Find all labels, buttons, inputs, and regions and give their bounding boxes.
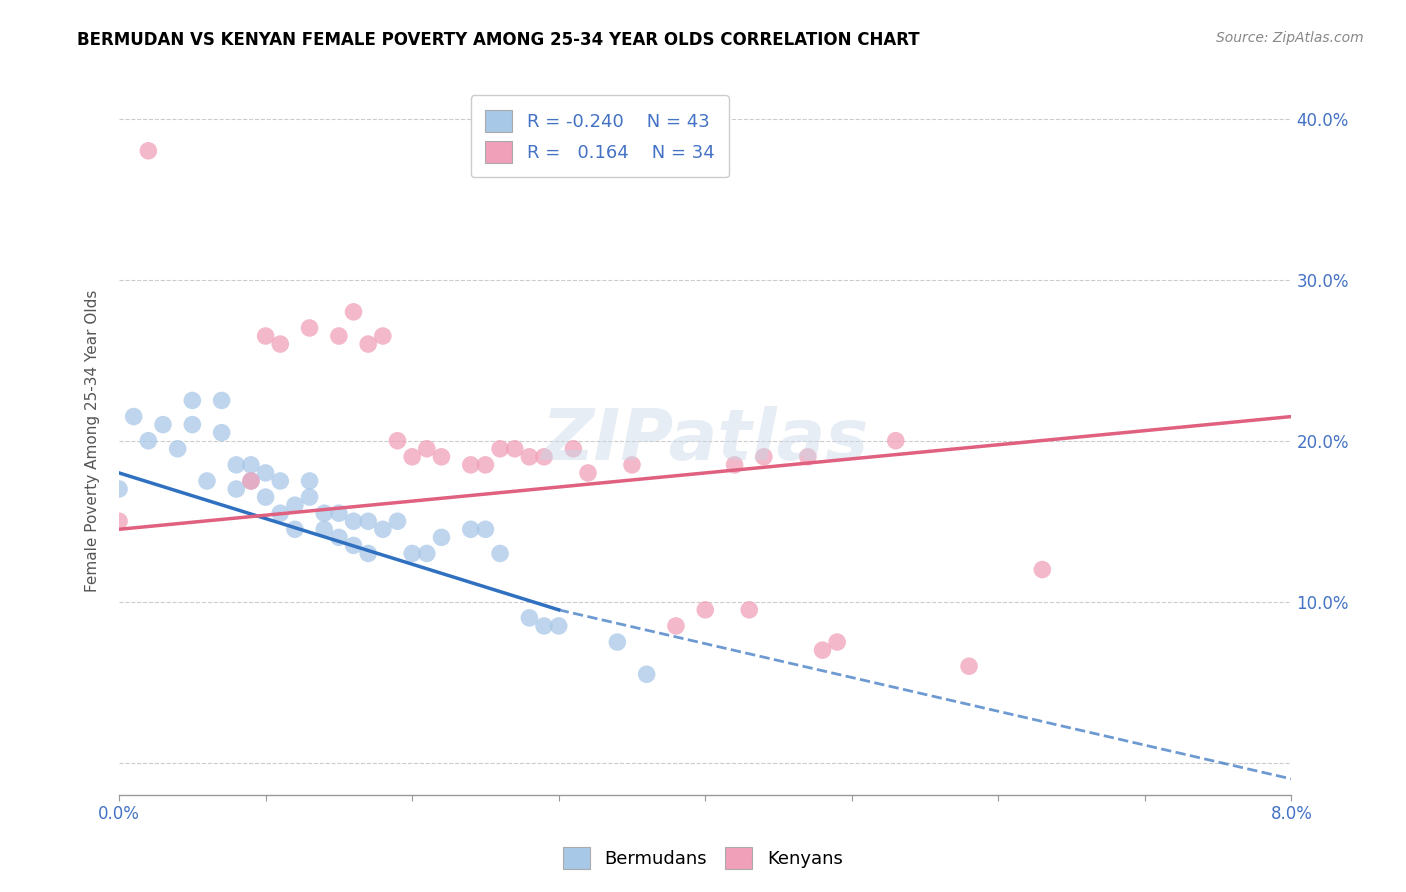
Point (328, 530, 350, 544)
Point (269, 506, 291, 520)
Point (298, 321, 321, 335)
Point (239, 474, 262, 488)
Point (430, 530, 453, 544)
Point (474, 458, 496, 472)
Point (401, 450, 423, 464)
Point (284, 522, 307, 536)
Point (342, 514, 364, 528)
Point (489, 546, 512, 560)
Point (239, 474, 262, 488)
Point (695, 603, 717, 617)
Point (342, 538, 364, 552)
Point (371, 329, 394, 343)
Point (519, 611, 541, 625)
Point (503, 442, 526, 456)
Point (211, 425, 233, 440)
Point (254, 466, 277, 480)
Point (181, 393, 204, 408)
Point (122, 409, 145, 424)
Point (738, 603, 761, 617)
Point (519, 450, 541, 464)
Point (342, 305, 364, 319)
Point (138, 144, 160, 158)
Point (357, 514, 380, 528)
Point (576, 466, 599, 480)
Point (387, 514, 409, 528)
Point (211, 393, 233, 408)
Legend: Bermudans, Kenyans: Bermudans, Kenyans (554, 838, 852, 879)
Point (254, 490, 277, 504)
Point (752, 450, 775, 464)
Point (108, 482, 131, 496)
Y-axis label: Female Poverty Among 25-34 Year Olds: Female Poverty Among 25-34 Year Olds (86, 290, 100, 592)
Point (636, 667, 658, 681)
Point (401, 546, 423, 560)
Point (723, 458, 745, 472)
Point (606, 635, 628, 649)
Text: ZIPatlas: ZIPatlas (541, 406, 869, 475)
Point (328, 506, 350, 520)
Point (195, 474, 218, 488)
Text: BERMUDAN VS KENYAN FEMALE POVERTY AMONG 25-34 YEAR OLDS CORRELATION CHART: BERMUDAN VS KENYAN FEMALE POVERTY AMONG … (77, 31, 920, 49)
Point (239, 458, 262, 472)
Point (357, 337, 380, 351)
Point (474, 522, 496, 536)
Point (489, 442, 512, 456)
Point (225, 482, 247, 496)
Point (298, 490, 321, 504)
Point (547, 619, 569, 633)
Point (269, 337, 291, 351)
Point (533, 619, 555, 633)
Point (533, 450, 555, 464)
Point (884, 434, 907, 448)
Point (416, 546, 439, 560)
Point (957, 659, 980, 673)
Point (108, 514, 131, 528)
Point (825, 635, 848, 649)
Point (430, 450, 453, 464)
Point (387, 434, 409, 448)
Point (562, 442, 585, 456)
Point (665, 619, 688, 633)
Point (284, 498, 307, 512)
Point (314, 506, 336, 520)
Point (357, 546, 380, 560)
Point (152, 417, 174, 432)
Point (371, 522, 394, 536)
Point (620, 458, 643, 472)
Point (328, 329, 350, 343)
Point (1031, 563, 1053, 577)
Point (416, 442, 439, 456)
Text: Source: ZipAtlas.com: Source: ZipAtlas.com (1216, 31, 1364, 45)
Point (166, 442, 188, 456)
Point (298, 474, 321, 488)
Legend: R = -0.240    N = 43, R =   0.164    N = 34: R = -0.240 N = 43, R = 0.164 N = 34 (471, 95, 728, 178)
Point (269, 474, 291, 488)
Point (254, 329, 277, 343)
Point (811, 643, 834, 657)
Point (225, 458, 247, 472)
Point (138, 434, 160, 448)
Point (181, 417, 204, 432)
Point (797, 450, 820, 464)
Point (460, 458, 482, 472)
Point (314, 522, 336, 536)
Point (460, 522, 482, 536)
